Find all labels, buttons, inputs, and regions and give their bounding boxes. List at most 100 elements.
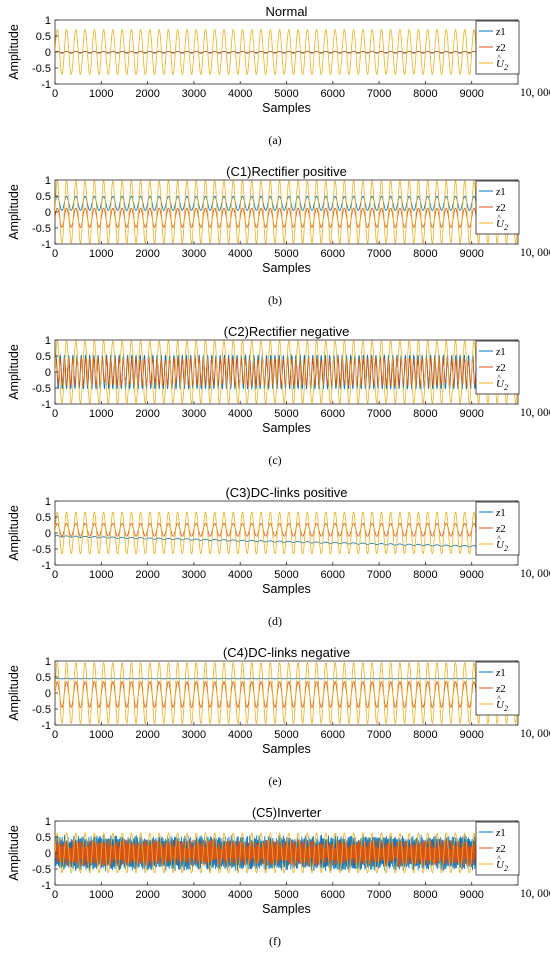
x-axis-label: Samples — [262, 421, 311, 435]
x-tick-label: 5000 — [274, 729, 298, 741]
x-tick-label: 5000 — [274, 248, 298, 260]
y-tick-label: 0.5 — [36, 31, 51, 43]
series-line-z1 — [55, 535, 518, 549]
y-tick-label: -1 — [41, 79, 51, 91]
y-tick-label: 0 — [45, 528, 51, 540]
x-tick-label: 6000 — [321, 729, 345, 741]
x-tick-label: 4000 — [228, 248, 252, 260]
x-tick-label: 7000 — [367, 729, 391, 741]
x-axis-label: Samples — [262, 261, 311, 275]
chart-title: (C1)Rectifier positive — [226, 164, 347, 179]
x-tick-label: 3000 — [182, 569, 206, 581]
y-tick-label: -1 — [41, 239, 51, 251]
x-tick-label: 1000 — [89, 569, 113, 581]
chart-title: (C4)DC-links negative — [223, 645, 350, 660]
y-tick-label: 0.5 — [36, 512, 51, 524]
x-tick-label: 1000 — [89, 248, 113, 260]
chart-title: (C2)Rectifier negative — [224, 324, 350, 339]
x-tick-label: 7000 — [367, 408, 391, 420]
panel-caption: (f) — [269, 934, 281, 948]
x-tick-label: 2000 — [135, 88, 159, 100]
x-tick-label: 6000 — [321, 889, 345, 901]
legend-entry-z1: z1 — [495, 507, 506, 519]
y-tick-label: 1 — [45, 656, 51, 668]
series-line-u2 — [55, 340, 518, 404]
legend-box — [475, 20, 520, 75]
legend-entry-u2: U2 — [496, 218, 508, 232]
panel-caption: (a) — [268, 133, 281, 147]
legend-entry-u2: U2 — [496, 699, 508, 713]
y-tick-label: -0.5 — [32, 544, 51, 556]
y-tick-label: -0.5 — [32, 704, 51, 716]
legend: z1 z2 U2^ — [475, 821, 520, 876]
panel-caption: (c) — [268, 453, 281, 467]
x-tick-label: 3000 — [182, 408, 206, 420]
y-tick-label: 1 — [45, 496, 51, 508]
y-axis-label: Amplitude — [7, 24, 21, 80]
x-tick-label: 1000 — [89, 889, 113, 901]
series-line-u2 — [55, 511, 518, 555]
y-axis-label: Amplitude — [7, 505, 21, 561]
x-tick-label: 5000 — [274, 889, 298, 901]
x-tick-label-end: 10, 000 — [520, 87, 550, 99]
legend-entry-z2: z2 — [495, 202, 506, 214]
y-tick-label: -0.5 — [32, 383, 51, 395]
panel-2: (C1)Rectifier positive -1 -0.5 0 0.5 1 0 1000 20… — [7, 164, 550, 307]
legend-hat: ^ — [497, 534, 501, 543]
y-tick-label: -1 — [41, 720, 51, 732]
y-tick-label: -0.5 — [32, 63, 51, 75]
y-tick-label: 0 — [45, 367, 51, 379]
x-tick-label: 9000 — [459, 569, 483, 581]
x-tick-label: 0 — [52, 248, 58, 260]
series-line-z1 — [55, 677, 518, 680]
x-tick-label: 3000 — [182, 889, 206, 901]
x-tick-label: 6000 — [321, 569, 345, 581]
x-tick-label: 2000 — [135, 248, 159, 260]
y-tick-label: -1 — [41, 399, 51, 411]
x-tick-label: 5000 — [274, 408, 298, 420]
x-tick-label: 0 — [52, 88, 58, 100]
x-tick-label: 6000 — [321, 88, 345, 100]
panel-4: (C3)DC-links positive -1 -0.5 0 0.5 1 0 1000 200… — [7, 485, 550, 628]
x-tick-label: 5000 — [274, 569, 298, 581]
legend-entry-u2: U2 — [496, 378, 508, 392]
legend-entry-z1: z1 — [495, 667, 506, 679]
x-tick-label-end: 10, 000 — [520, 568, 550, 580]
y-tick-label: 1 — [45, 15, 51, 27]
series-line-z1 — [55, 195, 518, 211]
panel-3: (C2)Rectifier negative -1 -0.5 0 0.5 1 0 1000 20… — [7, 324, 550, 467]
legend-entry-z2: z2 — [495, 42, 506, 54]
x-tick-label-end: 10, 000 — [520, 888, 550, 900]
x-tick-label: 8000 — [413, 88, 437, 100]
x-tick-label: 4000 — [228, 408, 252, 420]
legend-entry-z2: z2 — [495, 843, 506, 855]
x-tick-label: 1000 — [89, 88, 113, 100]
x-tick-label: 4000 — [228, 88, 252, 100]
x-tick-label: 8000 — [413, 569, 437, 581]
x-tick-label-end: 10, 000 — [520, 247, 550, 259]
y-axis-label: Amplitude — [7, 184, 21, 240]
x-tick-label: 7000 — [367, 569, 391, 581]
legend-entry-u2: U2 — [496, 58, 508, 72]
x-tick-label: 9000 — [459, 248, 483, 260]
x-tick-label: 2000 — [135, 569, 159, 581]
x-tick-label: 6000 — [321, 408, 345, 420]
x-tick-label: 4000 — [228, 569, 252, 581]
legend-entry-z1: z1 — [495, 346, 506, 358]
y-tick-label: 0.5 — [36, 832, 51, 844]
x-tick-label-end: 10, 000 — [520, 728, 550, 740]
legend-entry-z2: z2 — [495, 683, 506, 695]
panel-caption: (d) — [268, 614, 282, 628]
x-axis-label: Samples — [262, 902, 311, 916]
series-line-u2 — [55, 832, 518, 874]
x-tick-label: 3000 — [182, 88, 206, 100]
chart-title: Normal — [266, 4, 308, 19]
y-tick-label: -0.5 — [32, 223, 51, 235]
panel-6: (C5)Inverter -1 -0.5 0 0.5 1 0 1000 2000 3000 4000… — [7, 805, 550, 948]
panel-1: Normal -1 -0.5 0 0.5 1 0 1000 2000 3000 4000 5000 60… — [7, 4, 550, 147]
legend-hat: ^ — [497, 213, 501, 222]
x-tick-label: 4000 — [228, 729, 252, 741]
x-tick-label: 2000 — [135, 408, 159, 420]
x-tick-label: 0 — [52, 729, 58, 741]
